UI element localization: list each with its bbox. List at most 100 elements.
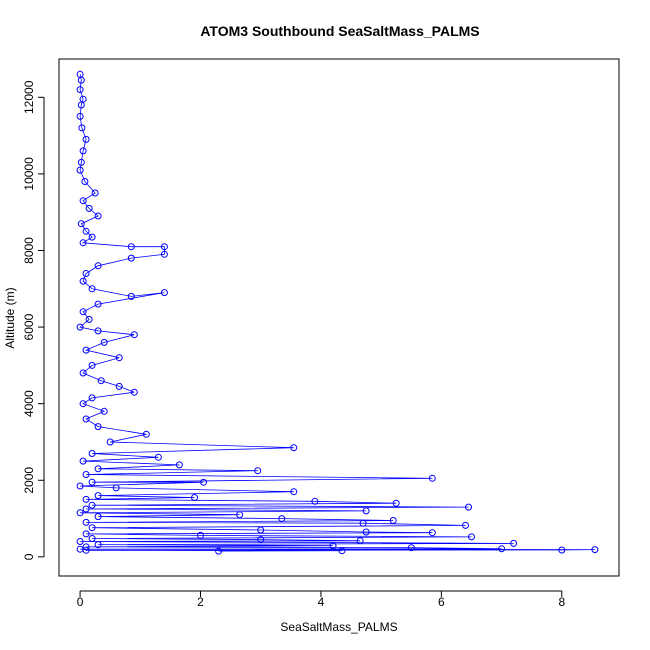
- data-point: [78, 124, 86, 132]
- data-point: [200, 478, 207, 486]
- y-tick-label: 0: [22, 553, 36, 560]
- data-point: [88, 361, 96, 369]
- data-point: [76, 86, 84, 94]
- data-point: [76, 166, 84, 174]
- data-point: [462, 521, 469, 529]
- y-axis: 0 2000 4000 6000 8000 10000 12000: [22, 80, 45, 560]
- data-point: [77, 158, 85, 166]
- data-point: [115, 354, 123, 362]
- data-point: [100, 338, 108, 346]
- y-tick-label: 12000: [22, 80, 36, 114]
- data-point: [82, 415, 90, 423]
- x-tick-label: 0: [77, 595, 84, 609]
- data-point: [160, 243, 168, 251]
- data-point: [82, 135, 90, 143]
- x-tick-label: 4: [318, 595, 325, 609]
- data-point: [85, 204, 93, 212]
- data-point: [88, 394, 96, 402]
- data-point: [77, 220, 85, 228]
- data-point: [359, 519, 367, 527]
- data-point: [428, 529, 436, 537]
- data-point: [130, 331, 138, 339]
- data-point: [115, 382, 123, 390]
- data-point: [91, 189, 99, 197]
- data-point: [407, 544, 415, 552]
- series-group: [76, 70, 599, 555]
- data-point: [236, 511, 244, 519]
- data-point: [94, 300, 102, 308]
- data-point: [76, 112, 84, 120]
- x-tick-label: 8: [558, 595, 565, 609]
- data-point: [76, 482, 84, 490]
- plot-frame: [58, 58, 620, 577]
- data-point: [88, 535, 96, 542]
- data-point: [278, 515, 286, 523]
- data-point: [77, 76, 85, 84]
- data-point: [257, 536, 265, 544]
- data-point: [77, 101, 85, 109]
- data-point: [290, 488, 298, 496]
- data-point: [215, 547, 223, 555]
- data-point: [94, 262, 102, 270]
- data-point: [82, 227, 90, 235]
- data-point: [130, 388, 138, 396]
- data-point: [127, 243, 135, 251]
- data-point: [160, 250, 168, 258]
- data-point: [338, 547, 346, 555]
- data-point: [591, 546, 599, 554]
- data-point: [79, 197, 87, 205]
- data-point: [79, 277, 87, 285]
- data-point: [88, 450, 96, 457]
- data-point: [465, 503, 472, 511]
- data-point: [94, 541, 102, 549]
- data-point: [428, 474, 436, 482]
- data-point: [88, 524, 96, 532]
- data-point: [154, 453, 162, 461]
- data-point: [97, 377, 105, 385]
- data-point: [127, 292, 135, 300]
- data-point: [94, 513, 102, 521]
- data-point: [82, 530, 90, 538]
- data-point: [468, 533, 475, 541]
- data-point: [197, 531, 204, 539]
- x-tick-label: 2: [197, 595, 204, 609]
- data-point: [510, 539, 518, 547]
- data-point: [76, 323, 84, 331]
- data-point: [94, 423, 102, 431]
- data-point: [191, 494, 198, 501]
- data-point: [88, 478, 96, 486]
- data-point: [498, 545, 506, 553]
- data-point: [94, 492, 102, 500]
- data-point: [76, 509, 84, 517]
- data-point: [82, 546, 90, 554]
- data-point: [311, 497, 319, 505]
- data-point: [82, 543, 90, 551]
- data-point: [558, 546, 566, 554]
- x-axis: 0 2 4 6 8: [77, 590, 565, 609]
- data-point: [85, 315, 93, 323]
- data-point: [362, 528, 370, 536]
- data-point: [79, 239, 87, 247]
- data-point: [79, 147, 87, 155]
- data-point: [392, 499, 400, 507]
- y-tick-label: 8000: [22, 237, 36, 264]
- data-point: [82, 471, 90, 478]
- data-point: [127, 254, 135, 262]
- data-point: [82, 518, 90, 526]
- data-point: [389, 517, 397, 524]
- data-point: [82, 346, 90, 354]
- data-point: [175, 461, 183, 469]
- data-point: [100, 407, 108, 415]
- data-point: [88, 233, 96, 241]
- data-point: [79, 400, 87, 408]
- data-point: [362, 507, 370, 515]
- data-point: [81, 178, 89, 185]
- x-axis-label: SeaSaltMass_PALMS: [280, 620, 397, 634]
- data-point: [94, 465, 102, 473]
- y-tick-label: 6000: [22, 313, 36, 340]
- data-point: [254, 467, 262, 475]
- data-point: [106, 438, 114, 446]
- data-point: [160, 289, 168, 297]
- data-point: [94, 212, 102, 220]
